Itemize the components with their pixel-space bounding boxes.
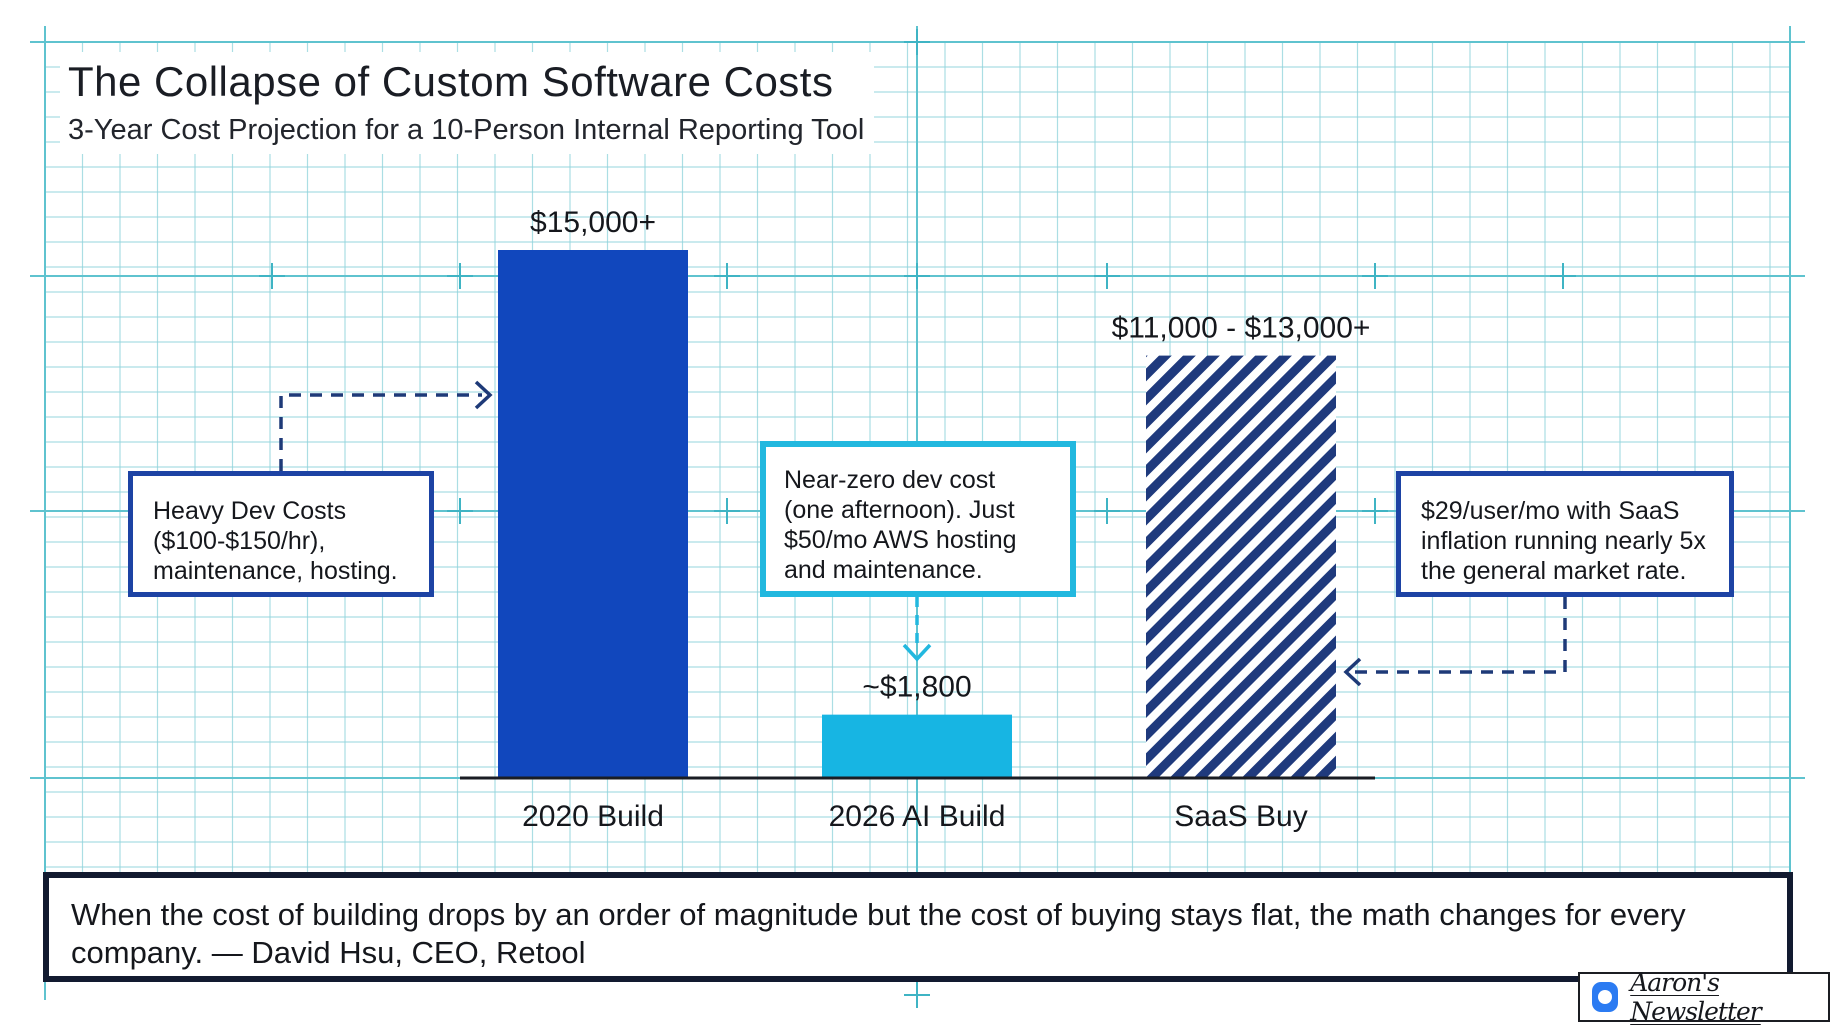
value-label-2020-build: $15,000+ <box>530 206 656 239</box>
callout-2020-build: Heavy Dev Costs ($100-$150/hr), maintena… <box>128 471 434 597</box>
chart-subtitle: 3-Year Cost Projection for a 10-Person I… <box>68 114 865 146</box>
category-label-2020-build: 2020 Build <box>522 800 664 833</box>
arrow-right-callout <box>1353 597 1567 674</box>
bar-saas-buy <box>1146 355 1336 778</box>
bar-2026-ai-build <box>822 714 1012 778</box>
arrow-head-down-icon <box>902 643 932 662</box>
newsletter-label: Aaron's Newsletter <box>1630 968 1762 1026</box>
category-label-saas-buy: SaaS Buy <box>1174 800 1307 833</box>
callout-saas-buy: $29/user/mo with SaaS inflation running … <box>1396 471 1734 597</box>
bar-2020-build <box>498 250 688 778</box>
quote-box: When the cost of building drops by an or… <box>43 872 1793 982</box>
callout-2026-ai-build: Near-zero dev cost (one afternoon). Just… <box>760 441 1076 597</box>
category-label-2026-ai-build: 2026 AI Build <box>829 800 1006 833</box>
value-label-2026-ai-build: ~$1,800 <box>862 671 971 704</box>
chart-title: The Collapse of Custom Software Costs <box>68 58 834 105</box>
arrow-head-right-icon <box>474 380 493 410</box>
chat-bubble-icon <box>1592 982 1619 1012</box>
title-block: The Collapse of Custom Software Costs 3-… <box>60 52 875 154</box>
value-label-saas-buy: $11,000 - $13,000+ <box>1112 312 1371 345</box>
arrow-head-left-icon <box>1343 657 1362 687</box>
newsletter-badge[interactable]: Aaron's Newsletter <box>1578 968 1830 1026</box>
arrow-left-callout <box>279 393 482 471</box>
